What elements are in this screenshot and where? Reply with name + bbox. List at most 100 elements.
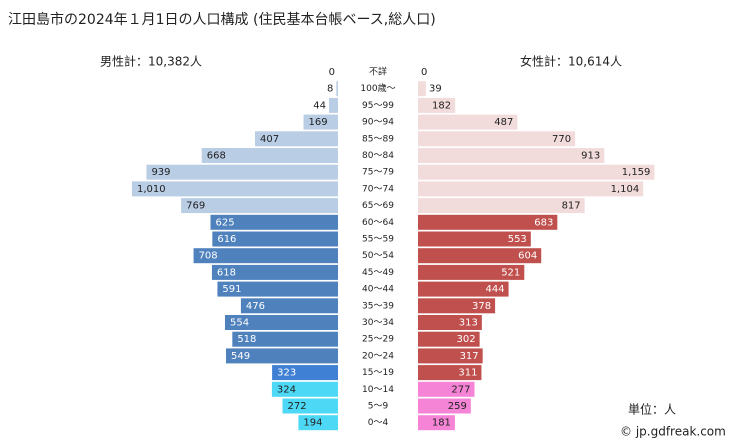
- value-label: 521: [501, 267, 520, 278]
- value-label: 311: [458, 368, 477, 379]
- legend-female: 女性計：10,614人: [520, 54, 622, 69]
- bar: [146, 164, 338, 180]
- value-label: 770: [552, 134, 571, 145]
- bar: [254, 131, 338, 147]
- bar: [418, 415, 455, 431]
- category-label: 30～34: [362, 318, 394, 328]
- bar: [201, 148, 338, 163]
- bar: [418, 114, 518, 130]
- legend-male: 男性計：10,382人: [100, 54, 202, 69]
- category-label: 90～94: [362, 118, 394, 128]
- value-label: 939: [151, 167, 170, 178]
- value-label: 182: [432, 100, 451, 111]
- value-label: 604: [518, 251, 537, 262]
- value-label: 769: [186, 201, 205, 212]
- bar: [418, 264, 525, 280]
- value-label: 708: [199, 251, 218, 262]
- bar: [418, 198, 585, 214]
- bar: [298, 415, 338, 431]
- bar: [181, 198, 338, 214]
- bar: [271, 381, 338, 397]
- bar: [193, 248, 338, 264]
- bar: [418, 231, 531, 247]
- bar: [418, 131, 576, 147]
- value-label: 683: [534, 217, 553, 228]
- value-label: 0: [329, 67, 335, 78]
- bar: [282, 398, 338, 414]
- value-label: 302: [457, 334, 476, 345]
- category-label: 0～4: [368, 418, 389, 428]
- category-label: 60～64: [362, 218, 394, 228]
- category-label: 75～79: [362, 168, 394, 178]
- value-label: 487: [494, 117, 513, 128]
- bar: [418, 348, 483, 364]
- category-label: 35～39: [362, 301, 394, 311]
- category-label: 45～49: [362, 268, 394, 278]
- category-label: 95～99: [362, 101, 394, 111]
- bar: [217, 281, 338, 297]
- bar: [418, 331, 480, 347]
- bar: [418, 214, 558, 230]
- value-label: 618: [217, 267, 236, 278]
- value-label: 181: [432, 418, 451, 429]
- value-label: 817: [562, 201, 581, 212]
- unit-label: 単位：人: [628, 402, 676, 417]
- category-label: 65～69: [362, 201, 394, 211]
- value-label: 616: [217, 234, 236, 245]
- category-label: 55～59: [362, 235, 394, 245]
- bar: [418, 315, 482, 330]
- category-label: 15～19: [362, 368, 394, 378]
- value-label: 378: [472, 301, 491, 312]
- credit: © jp.gdfreak.com: [620, 425, 726, 439]
- bar: [210, 214, 338, 230]
- bar: [418, 97, 456, 113]
- category-label: 不詳: [369, 66, 387, 78]
- value-label: 194: [303, 418, 322, 429]
- category-label: 25～29: [362, 335, 394, 345]
- value-label: 169: [309, 117, 328, 128]
- value-label: 407: [260, 134, 279, 145]
- value-label: 39: [429, 84, 442, 95]
- value-label: 668: [207, 151, 226, 162]
- bar: [418, 248, 542, 264]
- value-label: 272: [288, 401, 307, 412]
- bar: [224, 315, 338, 330]
- value-label: 1,104: [611, 184, 640, 195]
- bar: [418, 81, 426, 97]
- value-label: 553: [508, 234, 527, 245]
- value-label: 1,159: [622, 167, 651, 178]
- bar: [418, 398, 471, 414]
- value-label: 324: [277, 384, 296, 395]
- category-label: 20～24: [362, 351, 394, 361]
- value-label: 1,010: [137, 184, 166, 195]
- bar: [240, 298, 338, 314]
- value-label: 317: [460, 351, 479, 362]
- value-label: 444: [485, 284, 504, 295]
- value-label: 44: [313, 100, 326, 111]
- value-label: 913: [581, 151, 600, 162]
- value-label: 8: [327, 84, 333, 95]
- category-label: 85～89: [362, 134, 394, 144]
- value-label: 591: [222, 284, 241, 295]
- value-label: 259: [448, 401, 467, 412]
- bar: [418, 281, 509, 297]
- bar: [329, 97, 338, 113]
- category-label: 5～9: [368, 402, 389, 412]
- bar: [336, 81, 338, 97]
- category-label: 100歳～: [360, 82, 395, 94]
- category-label: 10～14: [362, 385, 394, 395]
- category-label: 50～54: [362, 251, 394, 261]
- bar: [418, 181, 644, 197]
- value-label: 518: [237, 334, 256, 345]
- bar: [226, 348, 338, 364]
- bar: [418, 381, 475, 397]
- bar: [418, 298, 496, 314]
- bar: [212, 231, 338, 247]
- category-label: 80～84: [362, 151, 394, 161]
- bar: [232, 331, 338, 347]
- value-label: 323: [277, 368, 296, 379]
- value-label: 313: [459, 318, 478, 329]
- bar: [303, 114, 338, 130]
- chart-title: 江田島市の2024年１月1日の人口構成 (住民基本台帳ベース,総人口): [8, 11, 436, 28]
